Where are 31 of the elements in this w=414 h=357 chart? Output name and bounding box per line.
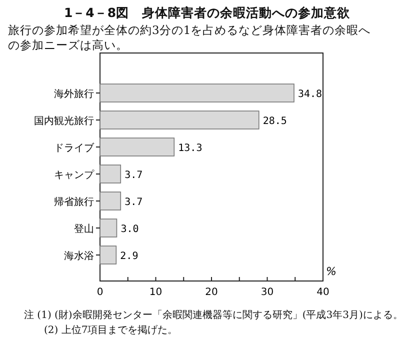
y-tick-label: 海外旅行 [54, 88, 94, 100]
bar [100, 246, 117, 264]
data-label: 34.8 [298, 89, 322, 100]
bar [100, 192, 122, 210]
x-tick-label: 20 [205, 287, 218, 298]
data-label: 28.5 [262, 116, 287, 127]
x-tick-label: 30 [260, 287, 274, 298]
bar [100, 138, 175, 156]
bar [100, 164, 122, 184]
text: 注 (1) (財)余暇開発センター「余暇関連機器等に関する研究」(平成3年3月)による。 [24, 308, 404, 323]
bar [100, 110, 260, 130]
text: (2) 上位7項目までを掲げた。 [43, 324, 179, 338]
x-tick-label: 40 [316, 287, 330, 298]
bar [100, 84, 294, 102]
x-axis-title: % [326, 265, 336, 278]
y-tick-label: ドライブ [54, 142, 95, 154]
data-label: 3.7 [124, 170, 143, 181]
data-label: 3.0 [120, 224, 139, 235]
x-tick-label: 10 [149, 287, 162, 298]
chart-subtitle: 旅行の参加希望が全体の約3分の1を占めるなど身体障害者の余暇への参加ニーズは高い。 [8, 23, 372, 53]
y-tick-label: 登山 [74, 223, 94, 235]
bar [100, 218, 118, 238]
y-tick-label: 海水浴 [64, 250, 94, 262]
x-tick-label: 0 [96, 287, 104, 298]
data-label: 2.9 [120, 251, 138, 262]
data-label: 3.7 [124, 197, 143, 208]
y-tick-label: 国内観光旅行 [34, 115, 94, 127]
chart-title: 1－4－8図 身体障害者の余暇活動への参加意欲 [62, 5, 352, 22]
y-tick-label: キャンプ [54, 169, 95, 181]
data-label: 13.3 [178, 143, 202, 154]
y-tick-label: 帰省旅行 [54, 196, 94, 208]
